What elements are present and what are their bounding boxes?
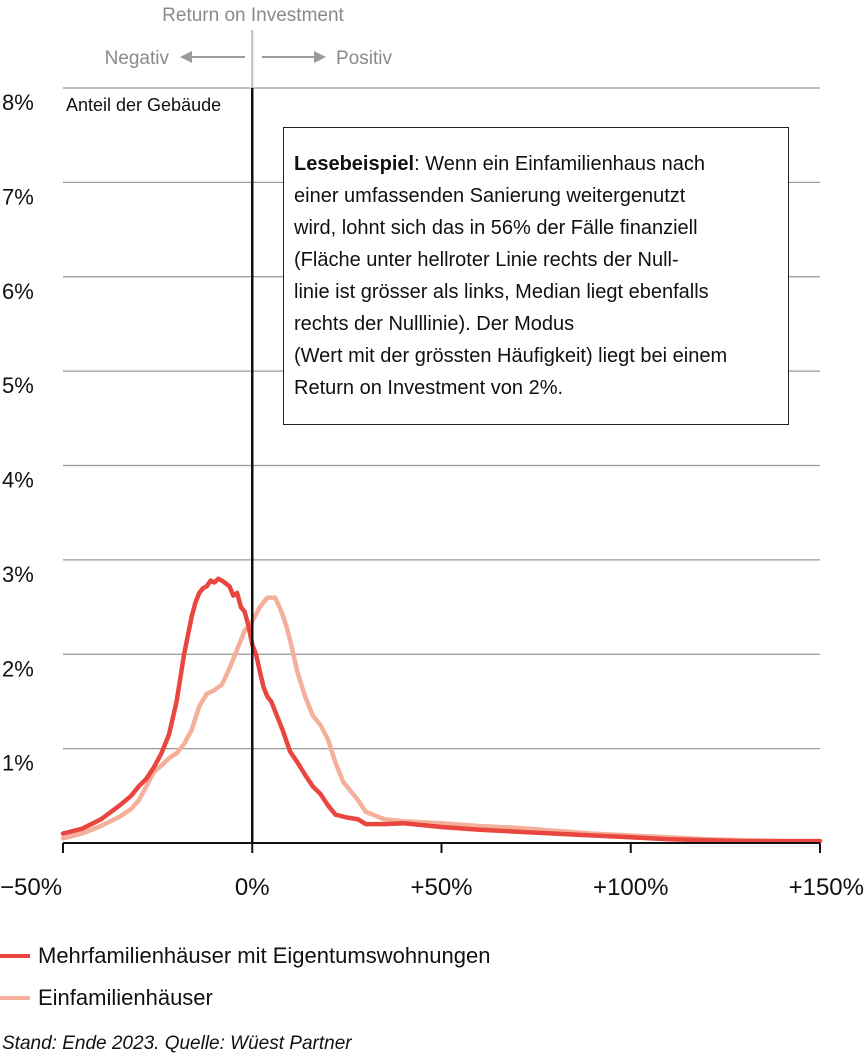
- legend-item-mehrfamilienhaeuser: Mehrfamilienhäuser mit Eigentumswohnunge…: [0, 943, 490, 969]
- legend-item-einfamilienhaeuser: Einfamilienhäuser: [0, 985, 213, 1011]
- x-tick-label: +50%: [410, 874, 472, 901]
- reading-example-line-1: : Wenn ein Einfamilienhaus nach: [414, 153, 705, 175]
- legend-label: Mehrfamilienhäuser mit Eigentumswohnunge…: [38, 943, 491, 968]
- reading-example-line-4: (Fläche unter hellroter Linie rechts der…: [294, 249, 679, 271]
- x-tick-label: +100%: [593, 874, 668, 901]
- series-lines: [60, 576, 823, 844]
- reading-example-line-6: rechts der Nulllinie). Der Modus: [294, 313, 575, 335]
- x-axis-ticks: −50% 0% +50% +100% +150%: [0, 843, 864, 901]
- x-tick-label: −50%: [0, 874, 62, 901]
- y-axis-ticks: 1% 2% 3% 4% 5% 6% 7% 8%: [2, 90, 34, 776]
- reading-example-line-2: einer umfassenden Sanierung weitergenutz…: [294, 185, 686, 207]
- y-tick-label: 7%: [2, 184, 34, 209]
- reading-example-line-7: (Wert mit der grössten Häufigkeit) liegt…: [294, 345, 728, 367]
- x-tick-label: 0%: [235, 874, 270, 901]
- legend-label: Einfamilienhäuser: [38, 985, 213, 1010]
- reading-example-box: Lesebeispiel: Wenn ein Einfamilienhaus n…: [283, 127, 789, 425]
- x-tick-label: +150%: [789, 874, 864, 901]
- y-tick-label: 6%: [2, 279, 34, 304]
- right-arrow-icon: [314, 51, 326, 63]
- legend-swatch-light-red: [0, 996, 30, 1000]
- left-arrow-icon: [180, 51, 192, 63]
- axes: [63, 30, 820, 844]
- chart-title: Return on Investment: [162, 5, 344, 26]
- negative-direction-label: Negativ: [105, 48, 170, 69]
- y-axis-label: Anteil der Gebäude: [66, 95, 221, 115]
- y-tick-label: 8%: [2, 90, 34, 115]
- y-tick-label: 1%: [2, 751, 34, 776]
- reading-example-line-5: linie ist grösser als links, Median lieg…: [294, 281, 709, 303]
- reading-example-line-8: Return on Investment von 2%.: [294, 377, 564, 399]
- y-tick-label: 3%: [2, 562, 34, 587]
- series-line-einfamilienhaeuser: [60, 595, 823, 844]
- reading-example-heading: Lesebeispiel: [294, 153, 415, 175]
- legend-swatch-red: [0, 954, 30, 958]
- direction-arrows: [180, 51, 326, 63]
- reading-example-line-3: wird, lohnt sich das in 56% der Fälle fi…: [294, 217, 698, 239]
- series-line-mehrfamilienhaeuser: [60, 576, 823, 844]
- y-tick-label: 4%: [2, 468, 34, 493]
- y-tick-label: 2%: [2, 656, 34, 681]
- source-footnote: Stand: Ende 2023. Quelle: Wüest Partner: [2, 1033, 352, 1054]
- y-tick-label: 5%: [2, 373, 34, 398]
- positive-direction-label: Positiv: [336, 48, 392, 69]
